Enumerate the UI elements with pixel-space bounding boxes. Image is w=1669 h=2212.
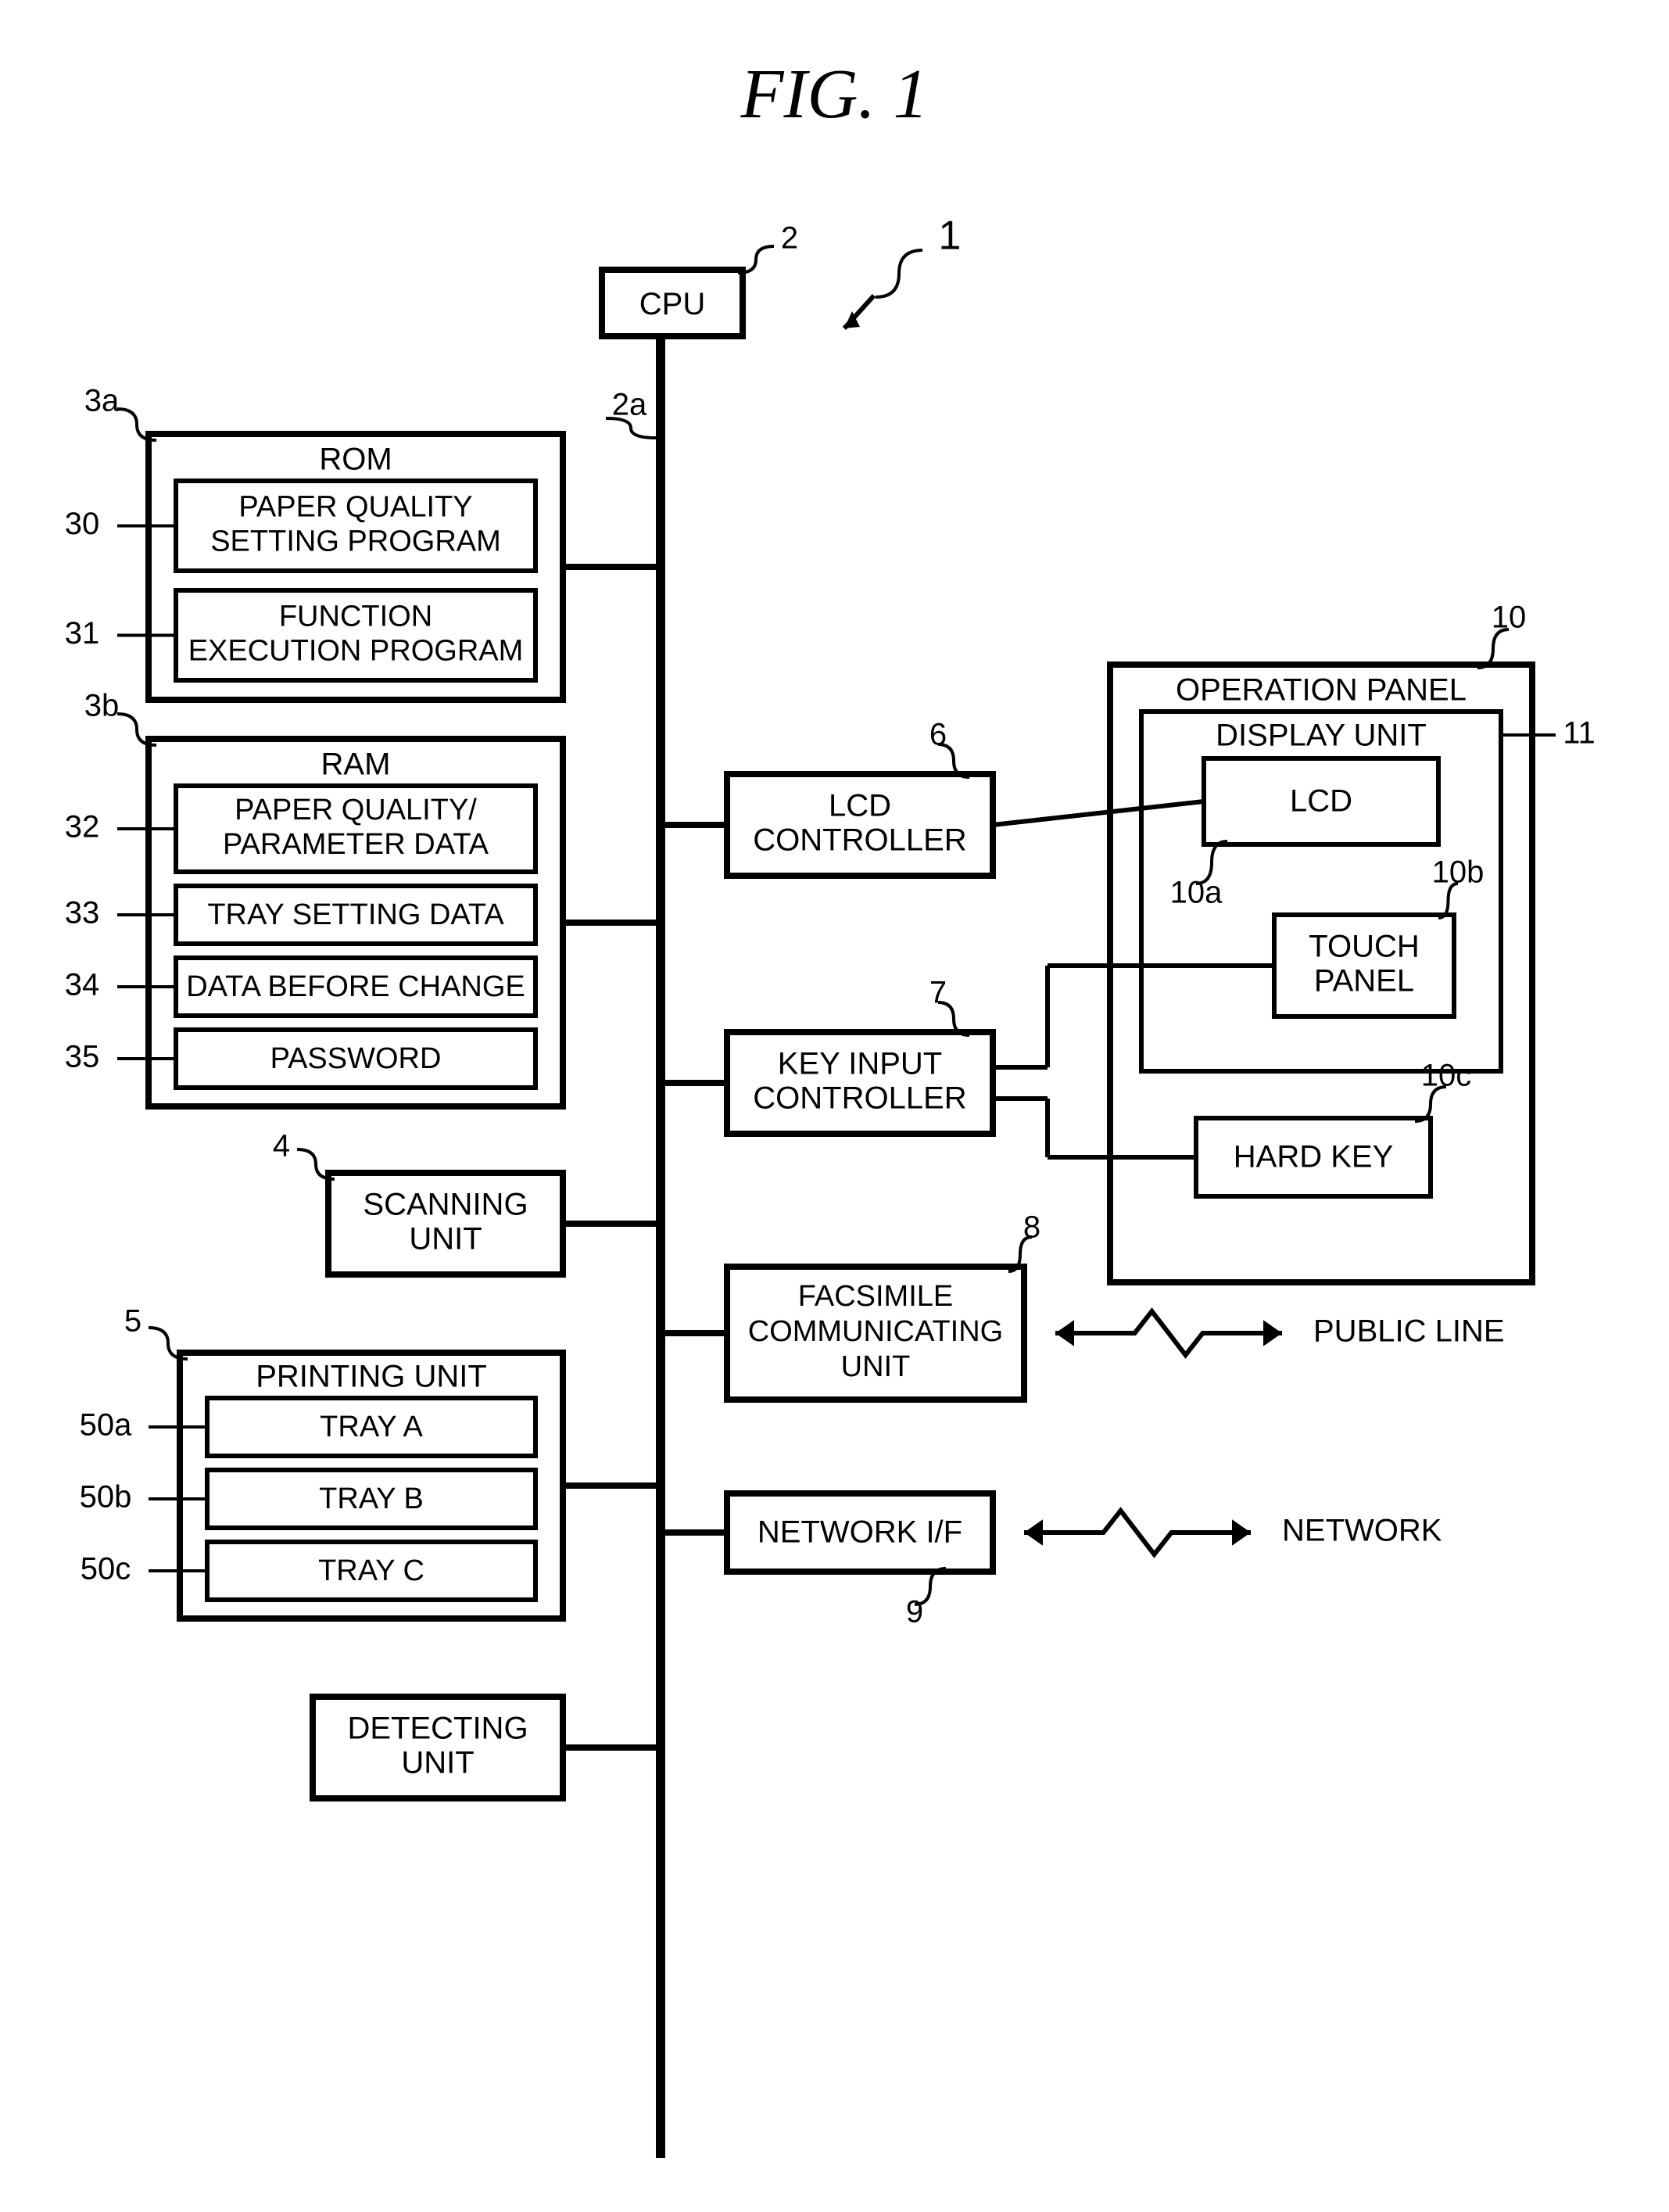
lcdc-l1: LCD <box>829 789 891 823</box>
ref-tray-b: 50b <box>80 1480 132 1515</box>
figure-title: FIG. 1 <box>740 56 929 133</box>
public-line-label: PUBLIC LINE <box>1313 1314 1505 1349</box>
ref-32: 32 <box>65 810 100 844</box>
detect-l2: UNIT <box>401 1746 474 1780</box>
net-zigzag <box>1024 1511 1251 1554</box>
ref-ram-d4: 35 <box>65 1040 100 1074</box>
ram-d1-l2: PARAMETER DATA <box>223 828 489 861</box>
rom-p1-l2: SETTING PROGRAM <box>210 525 501 558</box>
ram-d1-l1: PAPER QUALITY/ <box>235 794 477 826</box>
op-panel-title: OPERATION PANEL <box>1176 673 1467 708</box>
ref-31: 31 <box>65 616 100 651</box>
rom-title: ROM <box>319 443 392 477</box>
tray-b-label: TRAY B <box>319 1482 424 1515</box>
lcd-label: LCD <box>1290 784 1352 819</box>
rom-p2-l2: EXECUTION PROGRAM <box>188 635 524 668</box>
ram-d4-label: PASSWORD <box>270 1042 442 1075</box>
ref-tray-a: 50a <box>80 1408 132 1443</box>
ref-ram-d3: 34 <box>65 968 100 1002</box>
fax-l3: UNIT <box>841 1350 911 1383</box>
ref-lcdc: 6 <box>929 718 947 752</box>
tray-a-label: TRAY A <box>320 1411 423 1443</box>
ref-touch: 10b <box>1432 855 1485 890</box>
fax-l2: COMMUNICATING <box>748 1315 1004 1348</box>
ref-bus: 2a <box>612 388 647 422</box>
rom-p1-l1: PAPER QUALITY <box>238 491 472 524</box>
net-arrow-right <box>1232 1519 1251 1546</box>
ram-d2-label: TRAY SETTING DATA <box>207 898 504 931</box>
ref-tray-c: 50c <box>81 1552 131 1586</box>
keyc-l2: CONTROLLER <box>753 1081 966 1116</box>
hardkey-label: HARD KEY <box>1234 1140 1394 1174</box>
fax-arrow-right <box>1263 1320 1282 1346</box>
ref-keyc: 7 <box>929 976 947 1010</box>
net-label: NETWORK I/F <box>757 1515 962 1550</box>
lcdc-l2: CONTROLLER <box>753 823 966 858</box>
fax-l1: FACSIMILE <box>798 1280 954 1313</box>
keyc-l1: KEY INPUT <box>778 1047 942 1081</box>
ref-system: 1 <box>939 213 962 259</box>
detect-l1: DETECTING <box>347 1712 528 1746</box>
rom-p2-l1: FUNCTION <box>279 601 432 633</box>
network-label: NETWORK <box>1282 1514 1442 1548</box>
ref-cpu: 2 <box>781 221 798 256</box>
ref-30: 30 <box>65 507 100 541</box>
ref-op-panel: 10 <box>1492 601 1527 635</box>
display-unit-title: DISPLAY UNIT <box>1216 719 1427 753</box>
ref-hardkey: 10c <box>1421 1059 1472 1093</box>
ref-rom: 3a <box>84 384 120 418</box>
leader-system <box>876 250 922 297</box>
ref-print: 5 <box>124 1304 141 1339</box>
scan-l2: UNIT <box>409 1222 482 1257</box>
ref-ram: 3b <box>84 689 120 723</box>
ref-fax: 8 <box>1023 1210 1040 1245</box>
tray-c-label: TRAY C <box>318 1554 424 1587</box>
ref-net: 9 <box>906 1595 923 1629</box>
ref-lcd: 10a <box>1170 876 1223 910</box>
touch-l2: PANEL <box>1314 964 1414 998</box>
ref-scan: 4 <box>273 1129 290 1163</box>
touch-l1: TOUCH <box>1309 930 1419 964</box>
ref-ram-d2: 33 <box>65 896 100 930</box>
scan-l1: SCANNING <box>363 1188 528 1222</box>
ref-disp-unit: 11 <box>1563 716 1596 751</box>
fax-zigzag <box>1055 1311 1282 1355</box>
ram-d3-label: DATA BEFORE CHANGE <box>186 970 525 1003</box>
cpu-label: CPU <box>639 287 705 321</box>
ram-title: RAM <box>321 747 391 782</box>
print-title: PRINTING UNIT <box>256 1360 487 1394</box>
